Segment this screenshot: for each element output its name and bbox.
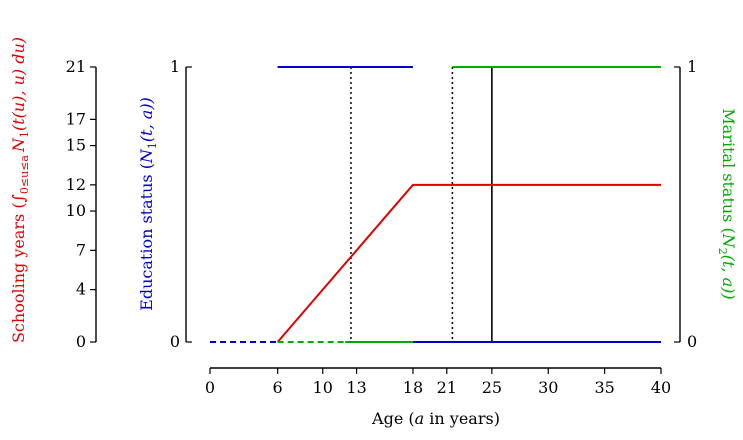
schooling-tick-label: 0 <box>76 332 86 351</box>
x-tick-label: 0 <box>205 378 215 397</box>
x-tick-label: 6 <box>273 378 283 397</box>
schooling-axis-title: Schooling years (∫0≤u≤aN1(t(u), u) du) <box>9 37 31 343</box>
x-tick-label: 21 <box>437 378 457 397</box>
x-tick-label: 30 <box>538 378 558 397</box>
marital-tick-label: 1 <box>687 57 697 76</box>
schooling-tick-label: 15 <box>66 136 86 155</box>
x-tick-label: 13 <box>346 378 366 397</box>
marital-axis-title: Marital status (N2(t, a)) <box>716 108 738 299</box>
x-tick-label: 18 <box>403 378 423 397</box>
marital-tick-label: 0 <box>687 332 697 351</box>
education-tick-label: 1 <box>170 57 180 76</box>
x-axis-title: Age (a in years) <box>371 409 500 428</box>
education-tick-label: 0 <box>170 332 180 351</box>
x-tick-label: 40 <box>651 378 671 397</box>
x-tick-label: 25 <box>482 378 502 397</box>
education-axis-title: Education status (N1(t, a)) <box>137 97 159 311</box>
schooling-tick-label: 4 <box>76 280 86 299</box>
x-tick-label: 10 <box>313 378 333 397</box>
vertical-reference-lines <box>350 67 493 342</box>
series-lines <box>210 66 661 343</box>
schooling-series-line <box>276 183 661 343</box>
schooling-tick-label: 12 <box>66 175 86 194</box>
schooling-tick-label: 17 <box>66 109 86 128</box>
schooling-tick-label: 7 <box>76 240 86 259</box>
x-tick-label: 35 <box>594 378 614 397</box>
schooling-tick-label: 21 <box>66 57 86 76</box>
schooling-tick-label: 10 <box>66 201 86 220</box>
